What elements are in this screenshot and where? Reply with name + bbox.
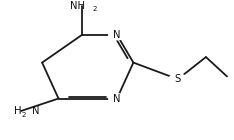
Text: H: H [14,106,21,116]
Text: 2: 2 [22,112,26,118]
Text: N: N [113,94,121,103]
Circle shape [109,30,125,40]
Circle shape [169,74,187,84]
Circle shape [109,94,125,103]
Text: N: N [32,106,39,116]
Text: S: S [175,74,181,84]
Text: 2: 2 [93,6,97,12]
Text: NH: NH [70,1,85,11]
Text: N: N [113,30,121,40]
